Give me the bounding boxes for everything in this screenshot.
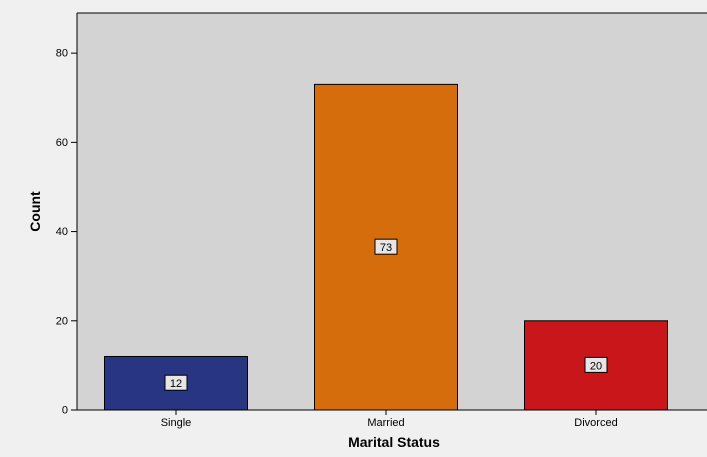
y-tick-label: 60 xyxy=(56,137,68,149)
x-axis-label: Marital Status xyxy=(348,434,440,450)
data-label-box xyxy=(164,374,188,391)
x-tick-label: Single xyxy=(161,417,192,429)
y-tick-label: 0 xyxy=(62,405,68,417)
data-label: 12 xyxy=(170,378,182,390)
y-axis-label: Count xyxy=(27,191,43,232)
y-tick-label: 80 xyxy=(56,48,68,60)
data-label-box xyxy=(584,356,608,373)
y-axis: 0 20 40 60 80 xyxy=(56,48,77,417)
data-label: 20 xyxy=(590,360,602,372)
x-axis: Single Married Divorced xyxy=(77,409,707,429)
bars: 12 73 20 xyxy=(104,83,668,411)
x-tick-label: Divorced xyxy=(574,417,617,429)
data-label-box xyxy=(374,238,398,255)
x-tick-label: Married xyxy=(367,417,404,429)
data-label: 73 xyxy=(380,242,392,254)
y-tick-label: 40 xyxy=(56,226,68,238)
y-tick-label: 20 xyxy=(56,315,68,327)
